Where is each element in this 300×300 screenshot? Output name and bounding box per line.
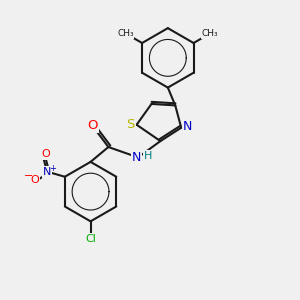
- Text: O: O: [41, 149, 50, 160]
- Text: O: O: [30, 175, 39, 185]
- Text: +: +: [50, 164, 56, 173]
- Text: N: N: [132, 151, 141, 164]
- Text: N: N: [183, 120, 192, 133]
- Text: N: N: [43, 167, 51, 177]
- Text: CH₃: CH₃: [117, 29, 134, 38]
- Text: O: O: [87, 119, 98, 132]
- Text: Cl: Cl: [85, 234, 96, 244]
- Text: S: S: [127, 118, 135, 131]
- Text: CH₃: CH₃: [202, 29, 219, 38]
- Text: H: H: [144, 151, 153, 161]
- Text: −: −: [24, 171, 33, 181]
